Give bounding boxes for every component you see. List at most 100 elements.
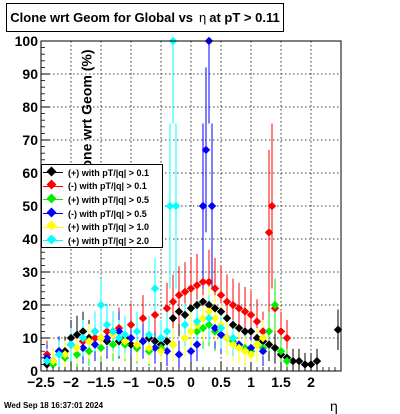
data-point: [156, 333, 166, 343]
x-tick-label: −1: [123, 374, 139, 390]
legend-marker-icon: [42, 234, 64, 246]
data-point: [282, 333, 292, 343]
y-tick-label: 10: [22, 330, 38, 346]
x-axis-title: η: [330, 398, 338, 414]
data-point: [120, 337, 130, 346]
data-point: [144, 330, 154, 339]
data-point: [216, 323, 226, 333]
data-point: [165, 201, 175, 211]
data-point: [192, 317, 202, 326]
data-point: [216, 330, 226, 339]
data-point: [192, 340, 202, 349]
x-tick-label: −0.5: [147, 374, 175, 390]
x-tick-label: 0: [187, 374, 195, 390]
y-tick-label: 30: [22, 264, 38, 280]
data-point: [204, 307, 214, 316]
data-point: [78, 343, 88, 353]
data-point: [282, 356, 292, 366]
legend-label: (+) with pT/|q| > 2.0: [68, 235, 150, 246]
data-point: [78, 333, 88, 343]
legend-item: (-) with pT/|q| > 0.5: [42, 207, 162, 221]
data-point: [222, 314, 232, 323]
data-point: [228, 320, 238, 329]
chart-title: Clone wrt Geom for Global vs η at pT > 0…: [6, 3, 284, 32]
data-point: [108, 327, 118, 336]
data-point: [264, 340, 274, 349]
data-point: [234, 304, 244, 313]
data-point: [228, 300, 238, 310]
data-point: [312, 356, 322, 366]
data-point: [180, 333, 190, 343]
data-point: [186, 304, 196, 313]
x-tick-label: −1.5: [87, 374, 115, 390]
data-point: [42, 356, 52, 366]
data-point: [198, 314, 208, 323]
chart-title-text: Clone wrt Geom for Global vs: [10, 10, 194, 25]
data-point: [102, 320, 112, 329]
data-point: [258, 347, 268, 356]
data-point: [108, 340, 118, 349]
data-point: [66, 340, 76, 349]
data-point: [276, 327, 286, 336]
data-point: [120, 330, 130, 339]
data-point: [246, 327, 256, 336]
chart-title-symbol: η: [199, 10, 207, 25]
y-tick-label: 0: [30, 363, 38, 379]
data-point: [246, 343, 256, 353]
data-point: [78, 327, 88, 336]
y-tick-label: 70: [22, 132, 38, 148]
data-point: [126, 333, 136, 343]
data-point: [150, 284, 160, 293]
data-point: [258, 333, 268, 343]
data-point: [54, 350, 64, 359]
data-point: [84, 337, 94, 346]
data-point: [174, 350, 184, 359]
data-point: [234, 323, 244, 333]
data-point: [240, 307, 250, 316]
chart-title-suffix: at pT > 0.11: [209, 10, 280, 25]
data-point: [102, 327, 112, 336]
data-point: [210, 284, 220, 293]
data-point: [192, 327, 202, 336]
data-point: [168, 314, 178, 323]
data-point: [162, 327, 172, 336]
data-point: [252, 317, 262, 326]
legend-item: (+) with pT/|q| > 1.0: [42, 220, 162, 234]
data-point: [162, 304, 172, 313]
legend-label: (-) with pT/|q| > 0.5: [68, 208, 147, 219]
data-point: [186, 327, 196, 336]
data-point: [198, 201, 208, 211]
data-point: [222, 333, 232, 343]
data-point: [144, 343, 154, 353]
data-point: [192, 281, 202, 290]
data-point: [210, 304, 220, 313]
y-tick-label: 100: [15, 33, 39, 49]
data-point: [138, 337, 148, 346]
data-point: [228, 333, 238, 343]
data-point: [114, 333, 124, 343]
legend-item: (+) with pT/|q| > 0.5: [42, 193, 162, 207]
data-point: [180, 310, 190, 320]
y-tick-label: 60: [22, 165, 38, 181]
data-point: [180, 320, 190, 329]
legend-item: (-) with pT/|q| > 0.1: [42, 179, 162, 194]
data-point: [162, 347, 172, 356]
data-point: [228, 340, 238, 349]
data-point: [333, 325, 343, 334]
data-point: [150, 337, 160, 346]
data-point: [126, 320, 136, 329]
data-point: [114, 327, 124, 336]
legend-marker-icon: [42, 166, 64, 178]
legend-marker-icon: [42, 220, 64, 232]
data-point: [48, 356, 58, 366]
data-point: [90, 333, 100, 343]
data-point: [216, 290, 226, 300]
data-point: [162, 337, 172, 346]
data-point: [204, 300, 214, 310]
y-axis-title: Clone wrt Geom (%): [78, 49, 95, 183]
tick-labels: −2.5 −2 −1.5 −1 −0.5 0 0.5 1 1.5 2010203040506070…: [15, 33, 315, 390]
data-point: [96, 333, 106, 343]
legend-label: (+) with pT/|q| > 1.0: [68, 222, 150, 233]
y-tick-label: 50: [22, 198, 38, 214]
data-point: [156, 347, 166, 356]
